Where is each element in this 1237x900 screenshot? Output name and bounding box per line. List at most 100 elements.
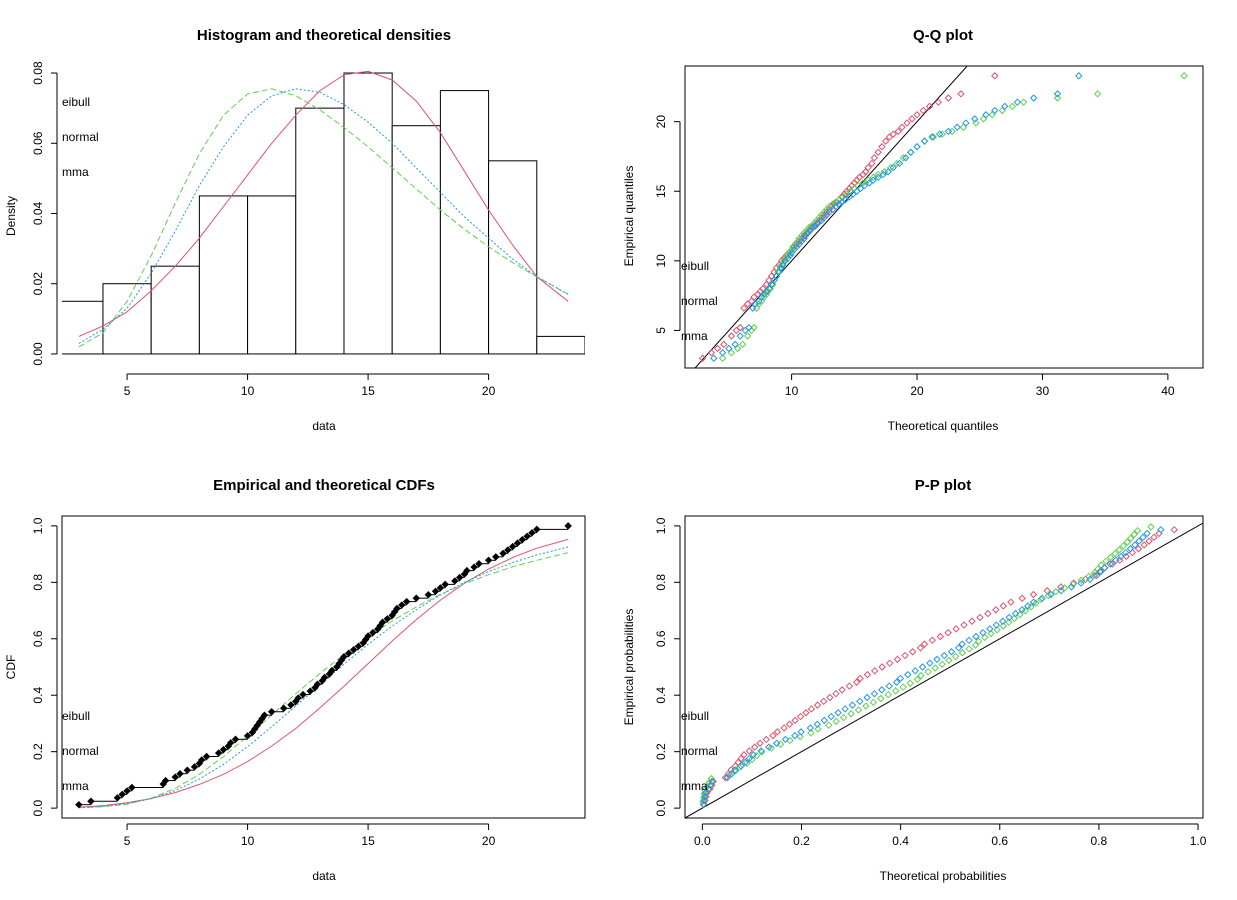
qq-point-weibull bbox=[870, 154, 879, 162]
qq-point-gamma bbox=[804, 229, 812, 237]
pp-point-gamma bbox=[1139, 533, 1147, 542]
qq-point-gamma bbox=[902, 154, 910, 162]
ecdf-point bbox=[243, 732, 252, 740]
qq-point-weibull bbox=[864, 163, 872, 172]
pp-point-gamma bbox=[749, 751, 758, 759]
pp-point-lognormal bbox=[825, 721, 833, 729]
histogram-axes: 5 10 15 20 0.00 0.02 0.04 0.06 0.08 bbox=[31, 61, 496, 398]
ecdf-point bbox=[190, 763, 199, 771]
histogram-xlabel: data bbox=[312, 419, 336, 433]
cdf-xlabel: data bbox=[312, 869, 336, 883]
cdf-curve-lognormal bbox=[78, 552, 569, 809]
ecdf-point bbox=[523, 532, 531, 540]
ecdf-point bbox=[123, 787, 131, 795]
qq-point-gamma bbox=[760, 290, 768, 298]
pp-point-gamma bbox=[1097, 567, 1105, 576]
qq-point-gamma bbox=[835, 200, 843, 208]
pp-point-gamma bbox=[1126, 545, 1135, 553]
pp-point-gamma bbox=[1092, 571, 1101, 580]
histogram-bar bbox=[102, 283, 152, 355]
qq-point-gamma bbox=[982, 111, 990, 119]
qq-xlabel: Theoretical quantiles bbox=[888, 419, 999, 433]
ecdf-point bbox=[345, 649, 353, 657]
pp-point-gamma bbox=[1100, 564, 1109, 572]
histogram-x-tick-label: 15 bbox=[361, 384, 375, 398]
qq-point-weibull bbox=[878, 143, 886, 151]
ecdf-point bbox=[513, 539, 522, 547]
pp-point-gamma bbox=[1057, 587, 1065, 595]
qq-point-gamma bbox=[928, 133, 936, 141]
density-curve-lognormal bbox=[78, 88, 569, 348]
pp-point-lognormal bbox=[891, 687, 900, 695]
pp-point-lognormal bbox=[993, 626, 1001, 634]
qq-point-lognormal bbox=[750, 323, 758, 332]
qq-point-gamma bbox=[860, 181, 869, 190]
qq-point-gamma bbox=[795, 240, 803, 248]
qq-point-gamma bbox=[806, 226, 815, 234]
histogram-panel: Histogram and theoretical densities data… bbox=[4, 27, 585, 433]
pp-point-weibull bbox=[838, 686, 846, 694]
ecdf-point bbox=[364, 632, 372, 640]
pp-point-gamma bbox=[781, 735, 790, 744]
pp-point-gamma bbox=[848, 701, 857, 709]
cdf-legend-lognormal: normal bbox=[62, 744, 99, 758]
pp-point-gamma bbox=[870, 689, 879, 698]
histogram-legend-gamma: mma bbox=[62, 165, 89, 179]
qq-point-weibull bbox=[881, 137, 890, 145]
cdf-y-tick-label: 0.6 bbox=[31, 630, 45, 647]
qq-point-gamma bbox=[792, 243, 801, 251]
cdf-theoretical-curves bbox=[78, 538, 569, 809]
qq-point-gamma bbox=[1029, 94, 1038, 102]
pp-point-gamma bbox=[1143, 529, 1151, 538]
pp-point-gamma bbox=[856, 697, 864, 706]
pp-point-gamma bbox=[741, 758, 749, 767]
pp-point-gamma bbox=[737, 762, 745, 770]
ecdf-point bbox=[455, 573, 464, 582]
pp-point-lognormal bbox=[877, 694, 885, 703]
cdf-y-tick-label: 0.4 bbox=[31, 687, 45, 704]
ecdf-point bbox=[87, 797, 95, 805]
pp-identity-line bbox=[685, 522, 1203, 818]
qq-point-gamma bbox=[762, 287, 771, 296]
pp-x-tick-label: 0.6 bbox=[991, 834, 1008, 848]
qq-point-gamma bbox=[869, 176, 877, 184]
qq-point-weibull bbox=[736, 323, 744, 332]
pp-point-lognormal bbox=[1106, 553, 1115, 562]
pp-point-gamma bbox=[1011, 609, 1020, 618]
ecdf-point bbox=[436, 584, 445, 592]
pp-y-tick-label: 0.8 bbox=[654, 574, 668, 591]
pp-point-gamma bbox=[813, 720, 822, 728]
qq-point-gamma bbox=[962, 119, 970, 127]
ecdf-point bbox=[75, 800, 83, 809]
qq-point-weibull bbox=[944, 94, 953, 102]
pp-point-lognormal bbox=[862, 702, 870, 710]
pp-point-weibull bbox=[745, 747, 754, 755]
qq-point-weibull bbox=[812, 219, 821, 227]
pp-point-lognormal bbox=[832, 717, 840, 726]
pp-point-lognormal bbox=[707, 774, 716, 783]
pp-point-gamma bbox=[772, 739, 781, 747]
pp-point-gamma bbox=[841, 705, 849, 713]
ecdf-point bbox=[369, 628, 377, 637]
qq-point-lognormal bbox=[1093, 90, 1102, 98]
histogram-legend: eibull normal mma bbox=[62, 95, 99, 179]
pp-point-gamma bbox=[1047, 590, 1055, 599]
qq-point-gamma bbox=[1053, 90, 1062, 98]
histogram-legend-lognormal: normal bbox=[62, 130, 99, 144]
ecdf-point bbox=[441, 580, 449, 589]
pp-x-tick-label: 0.8 bbox=[1091, 834, 1108, 848]
pp-point-weibull bbox=[796, 712, 805, 721]
pp-point-lognormal bbox=[917, 671, 925, 680]
ecdf-point bbox=[113, 794, 122, 802]
pp-point-gamma bbox=[1077, 579, 1085, 587]
pp-point-weibull bbox=[936, 632, 944, 641]
qq-ylabel: Empirical quantiles bbox=[622, 166, 636, 267]
qq-point-lognormal bbox=[948, 127, 956, 136]
qq-point-gamma bbox=[935, 130, 944, 138]
ecdf-point bbox=[176, 769, 184, 778]
pp-point-gamma bbox=[708, 777, 716, 786]
qq-point-gamma bbox=[731, 340, 739, 349]
qq-point-gamma bbox=[725, 344, 733, 353]
pp-point-weibull bbox=[785, 720, 794, 728]
